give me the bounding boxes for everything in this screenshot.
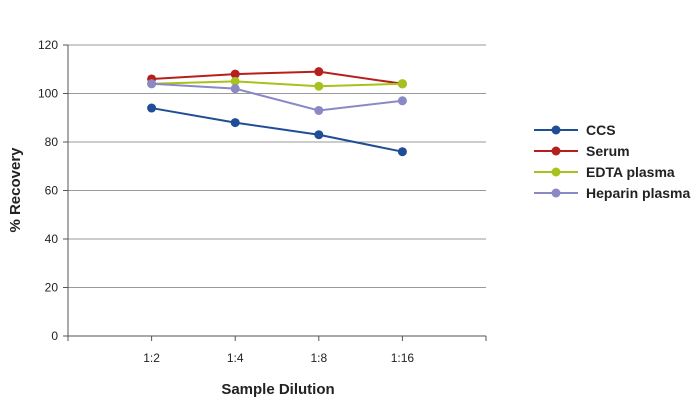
data-point <box>314 105 324 115</box>
gridlines <box>68 44 486 288</box>
y-tick-label: 60 <box>45 184 59 198</box>
series <box>147 67 407 157</box>
legend-label: Heparin plasma <box>586 185 690 201</box>
y-tick-label: 0 <box>51 329 58 343</box>
tick-labels: 0 20 40 60 80 100 120 1:2 1:4 1:8 1:16 <box>38 38 414 365</box>
data-point <box>230 76 240 86</box>
legend-label: Serum <box>586 143 630 159</box>
series-line <box>151 107 403 153</box>
data-point <box>230 84 240 94</box>
legend-item: EDTA plasma <box>534 164 675 180</box>
legend-item: Serum <box>534 143 630 159</box>
y-tick-label: 20 <box>45 281 59 295</box>
legend-item: CCS <box>534 122 616 138</box>
data-point <box>147 79 157 89</box>
y-axis-title: % Recovery <box>7 147 24 233</box>
series-line <box>151 82 403 112</box>
x-tick-label: 1:8 <box>310 351 327 365</box>
series-line <box>151 70 403 85</box>
data-point <box>397 147 407 157</box>
legend-label: EDTA plasma <box>586 164 675 180</box>
series-heparin-plasma <box>147 79 407 115</box>
x-tick-label: 1:16 <box>391 351 415 365</box>
y-tick-label: 80 <box>45 135 59 149</box>
data-point <box>230 118 240 128</box>
series-ccs <box>147 103 407 157</box>
data-point <box>397 79 407 89</box>
legend-marker <box>551 125 561 135</box>
y-tick-label: 100 <box>38 87 58 101</box>
y-tick-label: 120 <box>38 38 58 52</box>
data-point <box>230 69 240 79</box>
data-point <box>147 103 157 113</box>
x-axis-title: Sample Dilution <box>221 381 334 398</box>
legend-marker <box>551 146 561 156</box>
legend-item: Heparin plasma <box>534 185 690 201</box>
data-point <box>314 81 324 91</box>
data-point <box>397 96 407 106</box>
data-point <box>314 67 324 77</box>
legend: CCS Serum EDTA plasma Heparin plasma <box>534 122 690 201</box>
axes <box>63 44 487 341</box>
legend-marker <box>551 188 561 198</box>
legend-marker <box>551 167 561 177</box>
x-tick-label: 1:4 <box>227 351 244 365</box>
data-point <box>314 130 324 140</box>
x-tick-label: 1:2 <box>143 351 160 365</box>
legend-label: CCS <box>586 122 616 138</box>
series-line <box>151 80 403 88</box>
y-tick-label: 40 <box>45 232 59 246</box>
